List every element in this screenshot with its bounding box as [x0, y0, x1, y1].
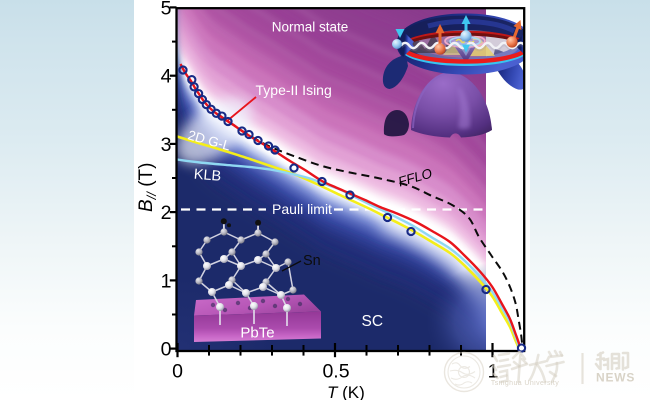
svg-text:B// (T): B// (T) — [136, 163, 159, 212]
svg-text:0.5: 0.5 — [322, 361, 349, 383]
svg-text:Normal state: Normal state — [272, 20, 349, 35]
svg-text:Tsinghua University: Tsinghua University — [491, 380, 559, 387]
svg-text:Pauli limit: Pauli limit — [272, 201, 332, 217]
svg-text:T (K): T (K) — [327, 383, 365, 400]
svg-text:PbTe: PbTe — [240, 325, 274, 342]
svg-text:Sn: Sn — [303, 253, 321, 269]
svg-text:3: 3 — [161, 134, 172, 156]
svg-text:0: 0 — [161, 339, 172, 361]
svg-text:4: 4 — [161, 66, 172, 88]
svg-text:SC: SC — [362, 313, 384, 330]
svg-text:1: 1 — [488, 361, 499, 383]
svg-text:5: 5 — [161, 0, 172, 19]
svg-text:Type-II Ising: Type-II Ising — [256, 82, 332, 98]
svg-text:0: 0 — [172, 361, 183, 383]
svg-text:NEWS: NEWS — [596, 371, 635, 385]
svg-text:1: 1 — [161, 270, 172, 292]
svg-text:KLB: KLB — [193, 167, 222, 185]
svg-text:2: 2 — [161, 202, 172, 224]
